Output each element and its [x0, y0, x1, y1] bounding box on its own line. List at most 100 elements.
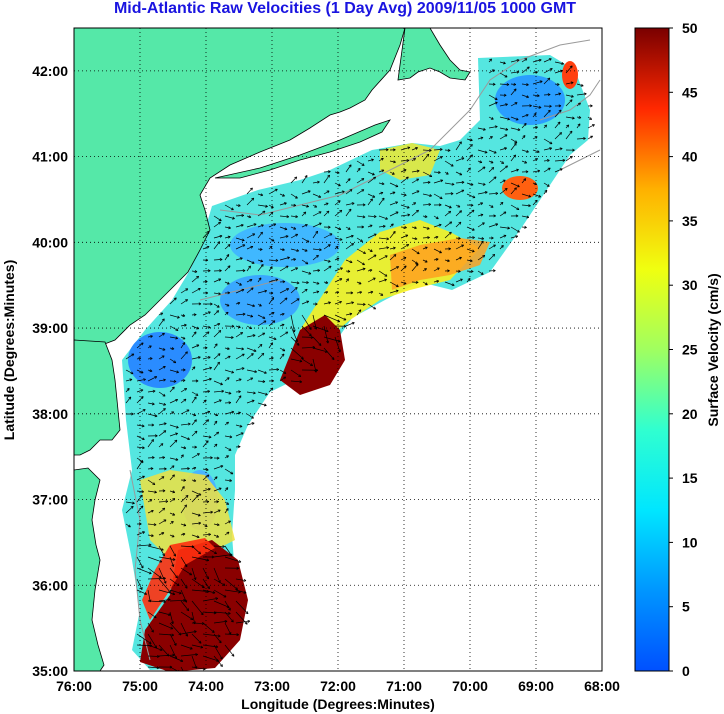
vector-arrow — [202, 567, 209, 580]
vector-arrow-head — [317, 181, 320, 184]
vector-arrow-head — [407, 244, 410, 247]
vector-arrow-head — [239, 426, 243, 428]
velocity-low-north — [495, 75, 565, 125]
vector-arrow-head — [317, 180, 320, 183]
vector-arrow — [158, 379, 166, 382]
vector-arrow-head — [545, 124, 547, 128]
vector-arrow-head — [537, 170, 541, 173]
vector-arrow-head — [176, 370, 179, 373]
vector-arrow-head — [349, 178, 351, 182]
vector-arrow-head — [528, 66, 530, 70]
vector-arrow-head — [470, 269, 474, 272]
vector-arrow — [433, 248, 442, 254]
vector-arrow — [235, 204, 241, 207]
vector-arrow — [213, 509, 221, 514]
vector-arrow-head — [219, 269, 222, 271]
vector-arrow-head — [338, 200, 341, 204]
vector-arrow — [235, 620, 250, 624]
colorbar-tick-label: 35 — [682, 213, 698, 229]
vector-arrow-head — [172, 592, 176, 595]
vector-arrow — [136, 578, 143, 590]
vector-arrow — [202, 325, 211, 328]
vector-arrow — [565, 130, 573, 140]
vector-arrow — [136, 435, 145, 440]
vector-arrow — [389, 254, 397, 261]
vector-arrow-head — [386, 237, 390, 240]
vector-arrow-head — [172, 521, 174, 524]
vector-arrow — [334, 191, 345, 195]
vector-arrow-head — [458, 238, 461, 240]
vector-arrow — [169, 490, 175, 493]
vector-arrow-head — [151, 439, 154, 441]
vector-arrow — [367, 171, 375, 176]
vector-arrow-head — [215, 598, 219, 601]
vector-arrow-head — [203, 585, 205, 588]
vector-arrow-head — [473, 195, 476, 198]
vector-arrow — [499, 61, 506, 64]
vector-arrow — [312, 248, 322, 251]
vector-arrow-head — [206, 501, 210, 504]
x-tick-label: 75:00 — [122, 678, 158, 694]
vector-arrow-head — [315, 303, 318, 306]
vector-arrow-head — [491, 237, 494, 240]
vector-arrow-head — [271, 297, 274, 299]
vector-arrow — [466, 237, 475, 239]
vector-arrow-head — [528, 196, 531, 198]
vector-arrow-head — [242, 313, 246, 316]
vector-arrow-head — [142, 446, 145, 449]
vector-arrow-head — [481, 272, 484, 275]
vector-arrow — [169, 622, 182, 636]
vector-arrow-head — [194, 467, 197, 470]
vector-arrow-head — [550, 68, 553, 71]
vector-arrow-head — [219, 399, 222, 403]
vector-arrow — [510, 88, 517, 96]
vector-arrow-head — [183, 447, 187, 450]
vector-arrow-head — [282, 193, 285, 197]
vector-arrow-head — [349, 313, 353, 316]
vector-arrow-head — [252, 415, 254, 419]
vector-arrow-head — [404, 225, 407, 228]
vector-arrow-head — [393, 148, 396, 151]
vector-arrow — [235, 244, 246, 250]
vector-arrow-head — [250, 314, 254, 317]
vector-arrow — [290, 325, 298, 342]
vector-arrow-head — [198, 522, 202, 525]
vector-arrow — [433, 179, 443, 184]
vector-arrow-head — [198, 513, 201, 516]
vector-arrow-head — [197, 344, 200, 348]
colorbar-tick-label: 25 — [682, 342, 698, 358]
vector-arrow-head — [151, 534, 154, 537]
vector-arrow-head — [522, 135, 526, 137]
vector-arrow-head — [415, 280, 419, 283]
vector-arrow — [576, 123, 581, 129]
vector-arrow-head — [215, 413, 219, 416]
vector-arrow-head — [240, 257, 243, 261]
vector-arrow-head — [348, 164, 352, 167]
vector-arrow — [367, 248, 373, 252]
vector-arrow — [543, 182, 550, 187]
velocity-low-central — [230, 223, 340, 267]
vector-arrow — [290, 314, 295, 333]
vector-arrow-head — [336, 246, 339, 249]
vector-arrow-head — [558, 93, 562, 96]
vector-arrow-head — [148, 543, 152, 546]
colorbar-tick-label: 20 — [682, 406, 698, 422]
vector-arrow — [400, 234, 408, 239]
vector-arrow-head — [460, 278, 463, 282]
vector-arrow-head — [219, 218, 222, 221]
vector-arrow — [422, 246, 428, 250]
vector-arrow-head — [171, 634, 175, 637]
y-tick-label: 36:00 — [32, 577, 68, 593]
vector-arrow — [356, 259, 365, 266]
vector-arrow-head — [450, 221, 453, 225]
vector-arrow — [367, 254, 377, 261]
vector-arrow-head — [306, 282, 309, 284]
velocity-edge-gulfstream — [142, 538, 215, 620]
vector-arrow-head — [296, 281, 300, 284]
vector-arrow — [169, 578, 180, 586]
vector-arrow — [202, 435, 212, 438]
vector-arrow-head — [232, 216, 235, 219]
vector-arrow-head — [310, 337, 314, 339]
vector-arrow — [213, 465, 224, 470]
vector-arrow — [510, 138, 518, 143]
